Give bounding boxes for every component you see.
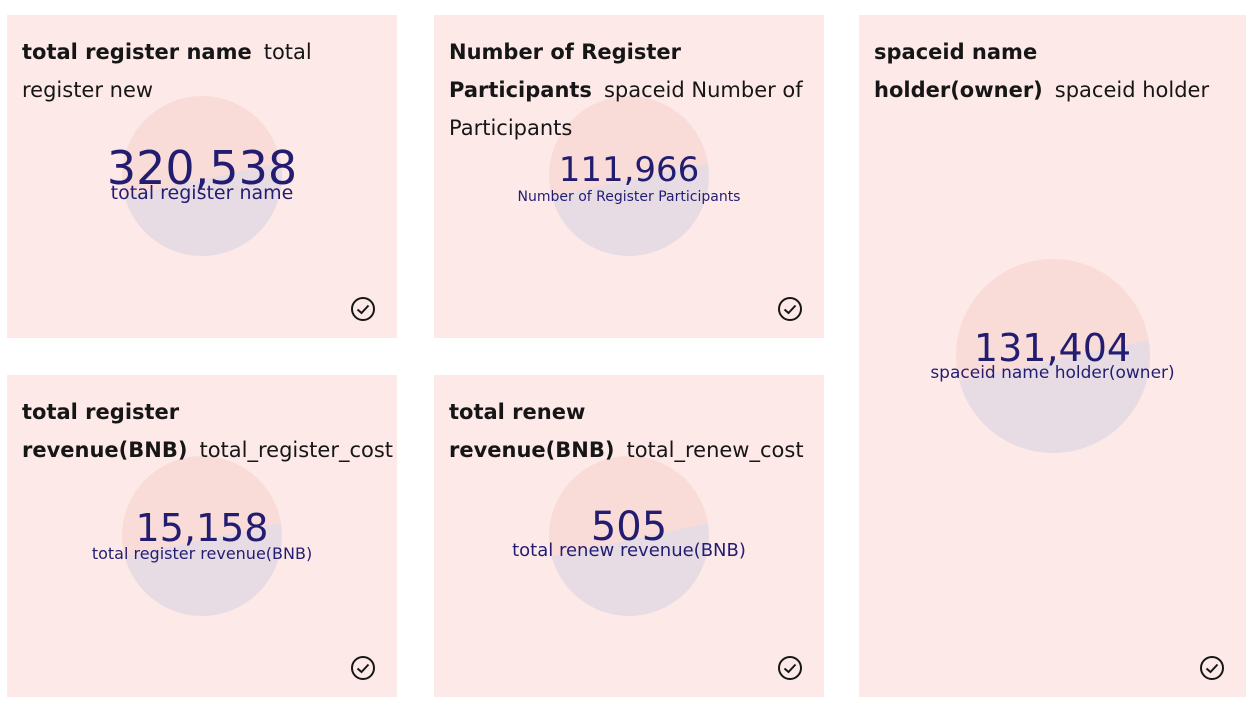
check-icon: [778, 656, 802, 680]
card-subtitle: spaceid holder: [1054, 78, 1210, 102]
card-title: total register revenue(BNB): [22, 400, 188, 462]
kpi-card: total register name total register new 320…: [7, 15, 397, 338]
kpi-circle: [549, 96, 709, 256]
kpi-value: 320,538: [106, 141, 298, 195]
card-title: Number of Register Participants: [449, 40, 682, 102]
check-icon: [351, 656, 375, 680]
kpi-circle: [549, 456, 709, 616]
kpi-value: 505: [590, 504, 668, 550]
kpi-circle: [122, 96, 282, 256]
card-header: total register name total register new: [22, 33, 397, 109]
card-title: total register name: [22, 40, 252, 64]
check-icon: [351, 297, 375, 321]
card-title: total renew revenue(BNB): [449, 400, 615, 462]
kpi-label: total renew revenue(BNB): [512, 540, 746, 562]
kpi-value: 111,966: [558, 150, 700, 190]
kpi-label: total register name: [110, 181, 294, 204]
card-header: total renew revenue(BNB) total_renew_cost: [449, 393, 824, 469]
check-icon: [1200, 656, 1224, 680]
kpi-label: Number of Register Participants: [517, 188, 741, 205]
card-header: Number of Register Participants spaceid N…: [449, 33, 824, 147]
card-title: spaceid name holder(owner): [874, 40, 1043, 102]
card-subtitle: total_renew_cost: [626, 438, 804, 462]
kpi-value: 15,158: [135, 506, 269, 550]
card-subtitle: total register new: [22, 40, 312, 102]
check-icon: [778, 297, 802, 321]
card-subtitle: spaceid Number of Participants: [449, 78, 803, 140]
card-subtitle: total_register_cost: [199, 438, 394, 462]
kpi-label: total register revenue(BNB): [91, 544, 313, 564]
kpi-card: spaceid name holder(owner) spaceid holder…: [859, 15, 1246, 697]
kpi-circle: [122, 456, 282, 616]
kpi-card: total register revenue(BNB) total_registe…: [7, 375, 397, 697]
kpi-circle: [955, 259, 1150, 453]
card-header: total register revenue(BNB) total_registe…: [22, 393, 397, 469]
card-header: spaceid name holder(owner) spaceid holder: [874, 33, 1246, 109]
kpi-value: 131,404: [973, 326, 1132, 370]
kpi-card: total renew revenue(BNB) total_renew_cost…: [434, 375, 824, 697]
kpi-label: spaceid name holder(owner): [930, 362, 1175, 383]
kpi-card: Number of Register Participants spaceid N…: [434, 15, 824, 338]
